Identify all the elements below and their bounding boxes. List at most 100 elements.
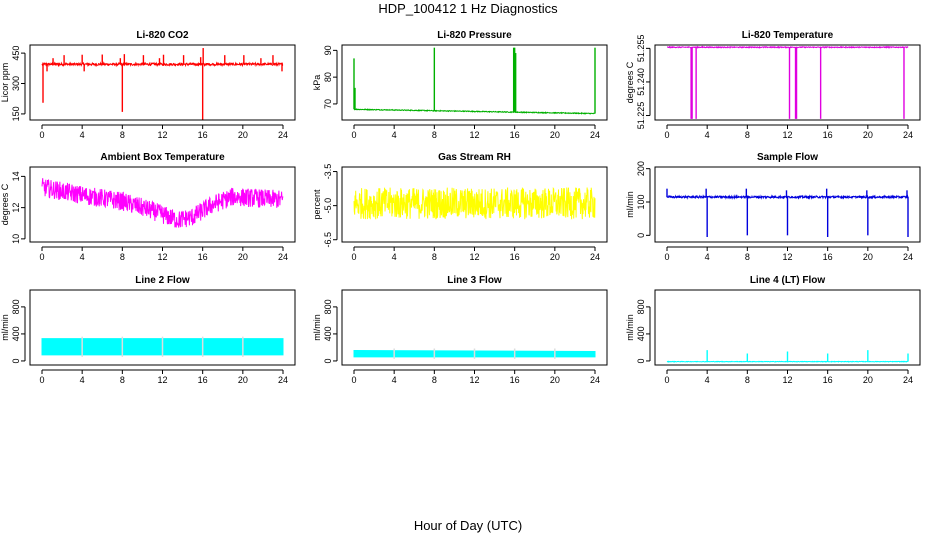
data-series — [41, 48, 284, 120]
y-axis-label: ml/min — [0, 314, 10, 341]
y-tick-label: 0 — [323, 358, 333, 363]
x-tick-label: 24 — [590, 375, 600, 385]
y-tick-label: 400 — [323, 326, 333, 341]
x-tick-label: 20 — [550, 130, 560, 140]
y-tick-label: 12 — [11, 203, 21, 213]
x-axis: 0 4 8 12 16 20 24 — [664, 124, 913, 140]
y-tick-label: 51.240 — [636, 68, 646, 96]
y-axis: -6.5 -5.0 -3.5 — [323, 164, 338, 248]
plot-box — [29, 166, 296, 243]
x-axis: 0 4 8 12 16 20 24 — [664, 369, 913, 385]
y-tick-label: 0 — [636, 233, 646, 238]
x-axis: 0 4 8 12 16 20 24 — [351, 246, 600, 262]
y-axis-label: degrees C — [0, 183, 10, 225]
x-tick-label: 16 — [823, 252, 833, 262]
x-tick-label: 12 — [469, 375, 479, 385]
x-tick-label: 4 — [705, 252, 710, 262]
x-axis: 0 4 8 12 16 20 24 — [351, 124, 600, 140]
data-series — [353, 187, 596, 220]
panel-title: Line 4 (LT) Flow — [750, 275, 826, 286]
y-tick-label: 400 — [11, 326, 21, 341]
plot-box — [654, 44, 921, 121]
data-series — [667, 45, 909, 119]
series-line — [353, 187, 596, 220]
x-axis: 0 4 8 12 16 20 24 — [39, 369, 288, 385]
x-tick-label: 4 — [392, 252, 397, 262]
x-tick-label: 20 — [238, 375, 248, 385]
y-tick-label: 450 — [11, 46, 21, 61]
y-tick-label: 300 — [11, 76, 21, 91]
x-tick-label: 8 — [745, 130, 750, 140]
x-tick-label: 16 — [510, 375, 520, 385]
y-tick-label: 100 — [636, 194, 646, 209]
x-tick-label: 12 — [157, 375, 167, 385]
x-tick-label: 12 — [157, 252, 167, 262]
x-tick-label: 4 — [705, 130, 710, 140]
data-series — [353, 47, 596, 115]
x-tick-label: 0 — [39, 375, 44, 385]
plot-box — [29, 44, 296, 121]
plot-box — [341, 289, 608, 366]
x-tick-label: 0 — [664, 375, 669, 385]
panel-2: Li-820 Pressure 0 4 8 12 16 20 24 70 80 90 kPa — [312, 30, 608, 140]
y-tick-label: 200 — [636, 161, 646, 176]
x-tick-label: 0 — [664, 252, 669, 262]
y-tick-label: 51.255 — [636, 35, 646, 63]
x-tick-label: 4 — [392, 375, 397, 385]
x-tick-label: 8 — [432, 130, 437, 140]
y-tick-label: 10 — [11, 234, 21, 244]
x-tick-label: 20 — [863, 252, 873, 262]
y-tick-label: -5.0 — [323, 198, 333, 214]
data-series — [666, 350, 909, 363]
panel-title: Li-820 Pressure — [437, 30, 512, 41]
x-tick-label: 8 — [745, 252, 750, 262]
y-tick-label: 400 — [636, 326, 646, 341]
x-tick-label: 8 — [120, 375, 125, 385]
y-tick-label: 800 — [323, 299, 333, 314]
panel-title: Sample Flow — [757, 152, 818, 163]
x-tick-label: 12 — [782, 375, 792, 385]
data-series — [41, 336, 284, 357]
x-tick-label: 8 — [745, 375, 750, 385]
x-tick-label: 0 — [39, 130, 44, 140]
panel-6: Sample Flow 0 4 8 12 16 20 24 0 100 200 ml/min — [625, 152, 921, 262]
x-tick-label: 12 — [469, 130, 479, 140]
y-axis: 51.225 51.240 51.255 — [636, 35, 651, 129]
panel-4: Ambient Box Temperature 0 4 8 12 16 20 24 10 12 14… — [0, 152, 296, 262]
x-tick-label: 12 — [469, 252, 479, 262]
plot-box — [654, 289, 921, 366]
plot-box — [29, 289, 296, 366]
x-tick-label: 4 — [80, 252, 85, 262]
y-axis: 150 300 450 — [11, 46, 26, 121]
x-tick-label: 12 — [782, 130, 792, 140]
x-tick-label: 0 — [39, 252, 44, 262]
x-tick-label: 16 — [823, 130, 833, 140]
panel-title: Li-820 Temperature — [742, 30, 834, 41]
y-tick-label: -6.5 — [323, 232, 333, 248]
x-tick-label: 0 — [664, 130, 669, 140]
panel-title: Li-820 CO2 — [136, 30, 189, 41]
y-axis-label: ml/min — [625, 314, 635, 341]
plot-box — [654, 166, 921, 243]
y-axis: 0 400 800 — [636, 299, 651, 363]
x-tick-label: 0 — [351, 130, 356, 140]
y-axis: 0 100 200 — [636, 161, 651, 238]
x-tick-label: 20 — [550, 375, 560, 385]
x-tick-label: 24 — [278, 252, 288, 262]
plot-box — [341, 44, 608, 121]
y-tick-label: 90 — [323, 45, 333, 55]
series-line — [667, 45, 909, 49]
x-axis: 0 4 8 12 16 20 24 — [664, 246, 913, 262]
x-tick-label: 16 — [510, 130, 520, 140]
x-tick-label: 24 — [903, 252, 913, 262]
x-axis-title: Hour of Day (UTC) — [413, 518, 523, 533]
x-tick-label: 12 — [157, 130, 167, 140]
x-axis: 0 4 8 12 16 20 24 — [351, 369, 600, 385]
y-axis: 10 12 14 — [11, 171, 26, 244]
y-tick-label: 80 — [323, 72, 333, 82]
x-tick-label: 24 — [590, 252, 600, 262]
